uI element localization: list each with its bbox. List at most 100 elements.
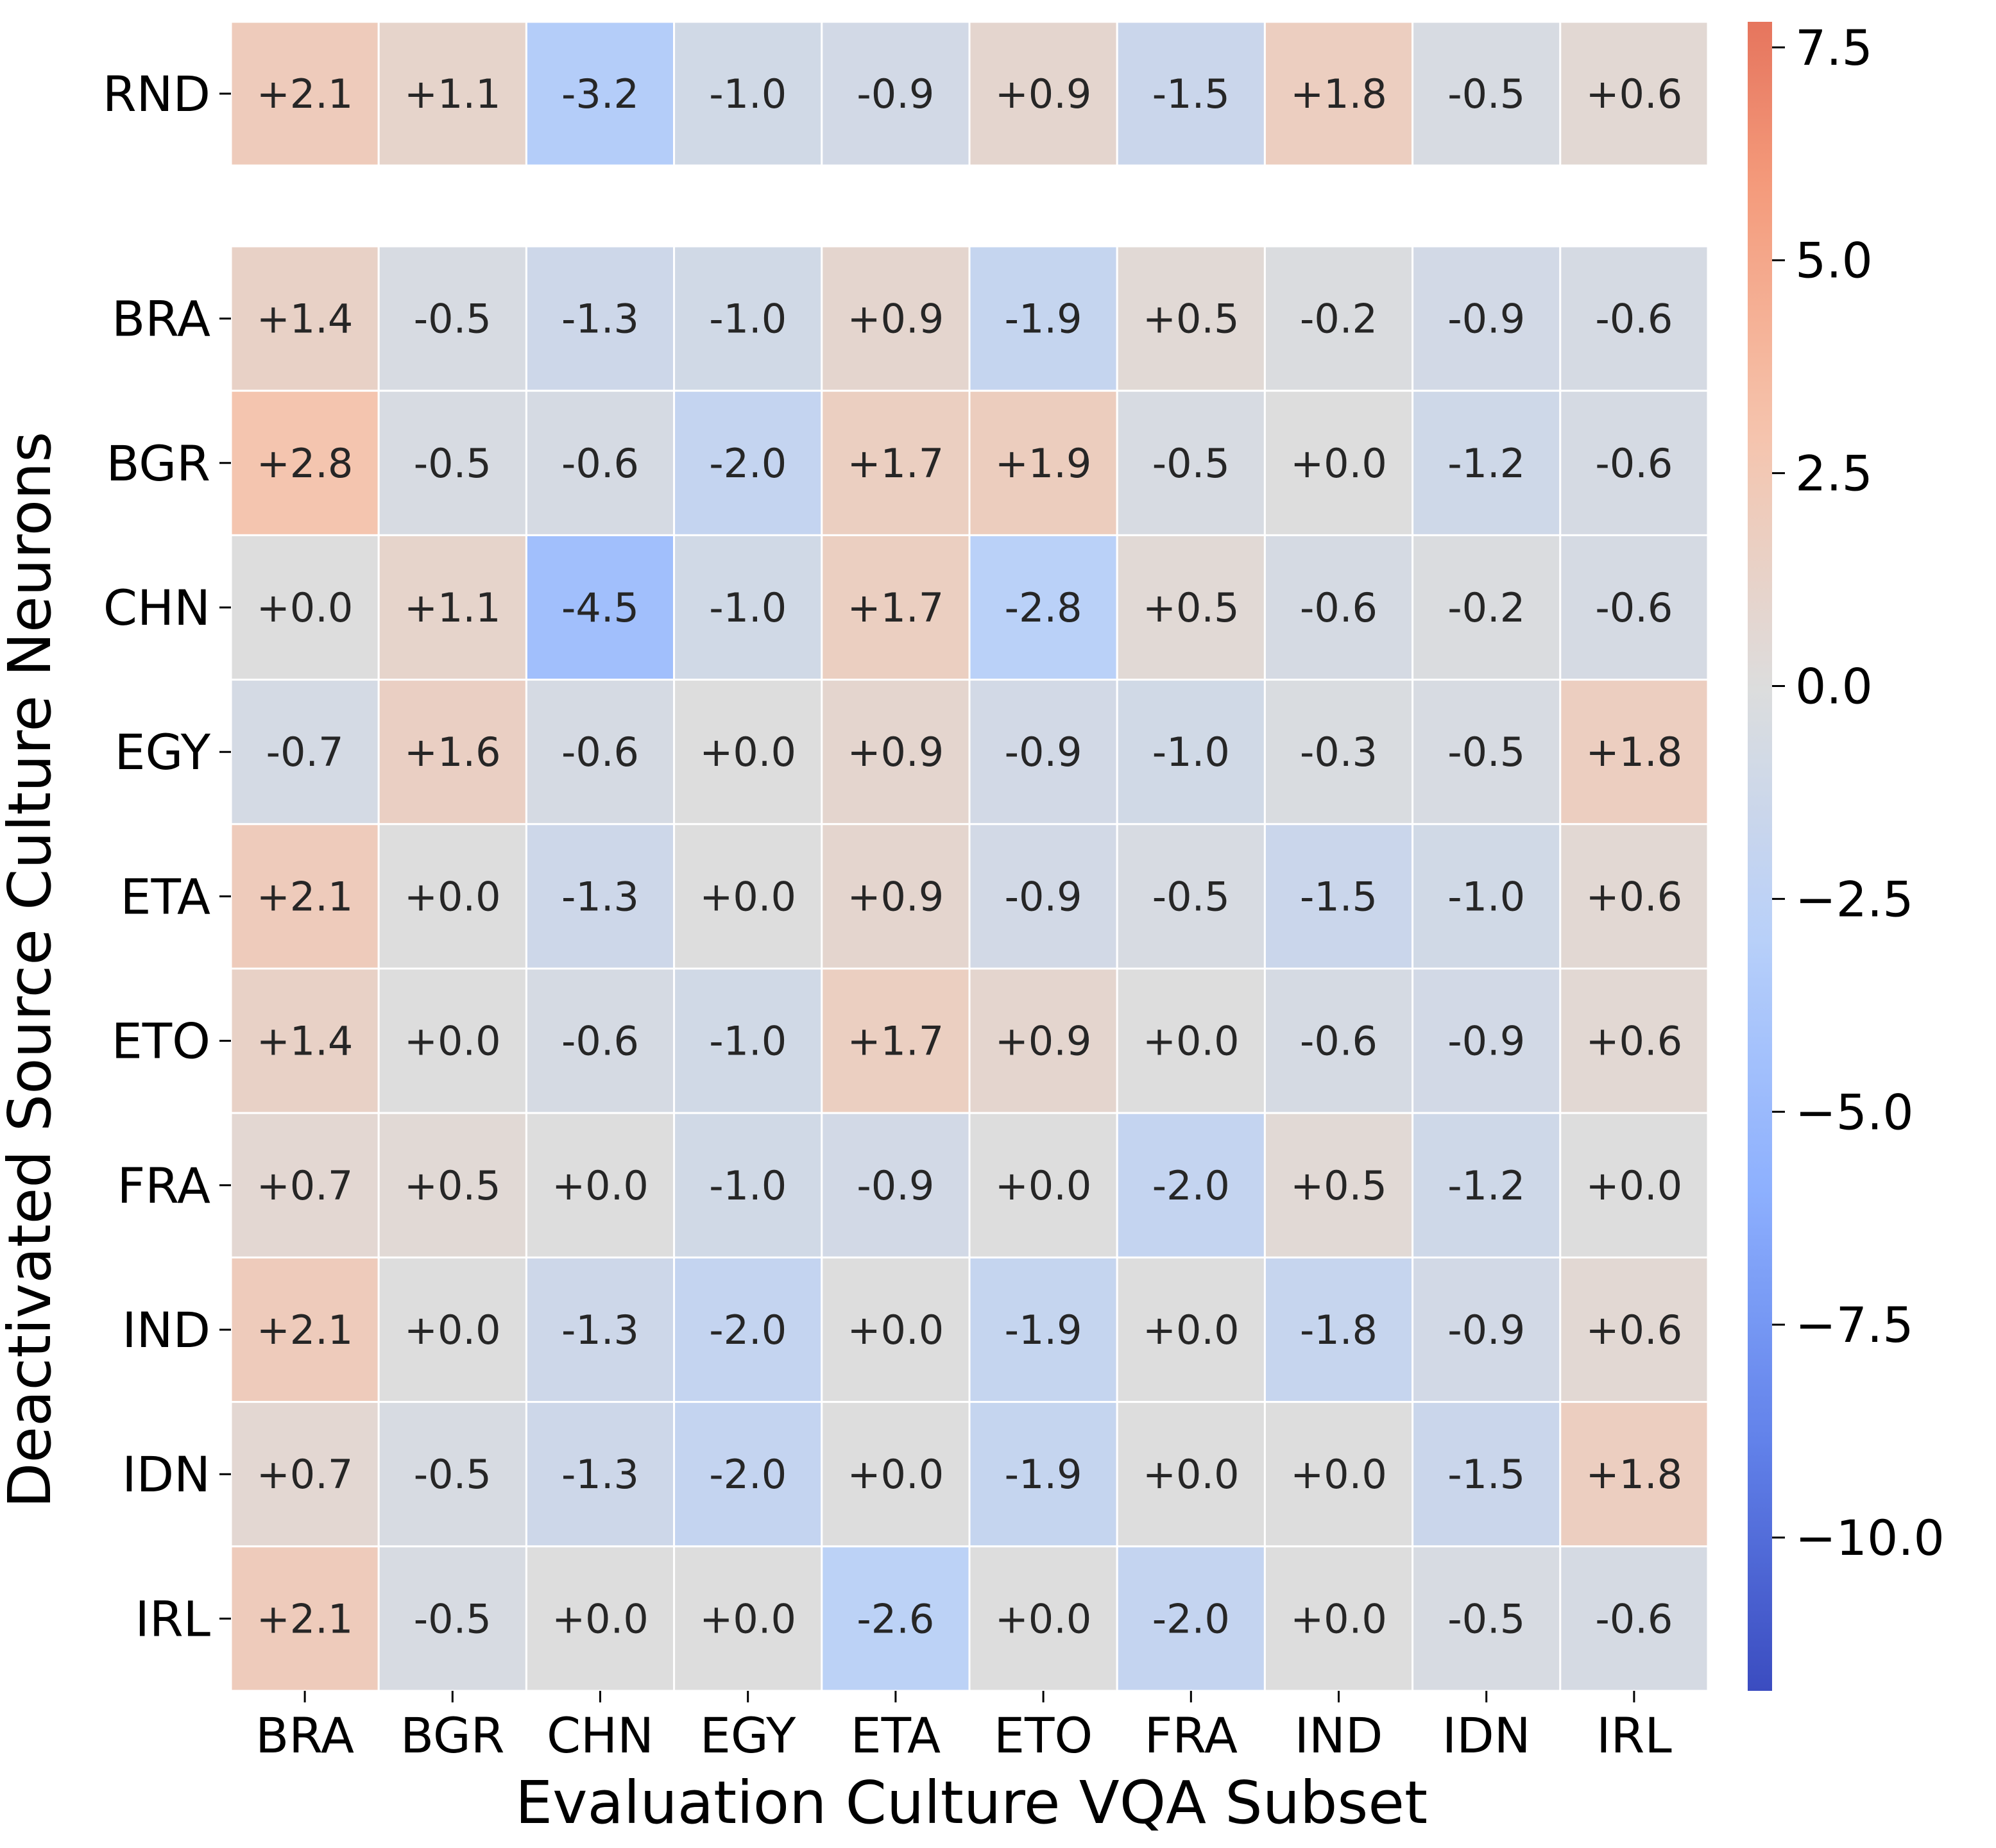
heatmap-cell [1412, 534, 1562, 681]
cell-value-label: -0.2 [1447, 584, 1525, 631]
x-tick-label: IDN [1442, 1707, 1531, 1764]
heatmap-cell [377, 21, 527, 167]
x-tick-label: IRL [1596, 1707, 1672, 1764]
cell-value-label: +0.0 [552, 1595, 649, 1642]
heatmap-cell [1116, 245, 1266, 392]
cell-value-label: +0.0 [699, 1595, 796, 1642]
heatmap-cell [821, 389, 971, 536]
heatmap-cell [525, 679, 676, 826]
heatmap-cell [821, 1545, 971, 1692]
cell-value-label: -1.8 [1300, 1307, 1378, 1353]
heatmap-cell [377, 1401, 527, 1548]
cell-value-label: -0.6 [561, 1018, 639, 1065]
colorbar-tick-label: −5.0 [1795, 1083, 1914, 1140]
cell-value-label: -0.6 [1300, 1018, 1378, 1065]
y-tick-label: ETO [112, 1013, 210, 1070]
cell-value-label: -1.2 [1447, 1162, 1525, 1209]
cell-value-label: +1.6 [404, 729, 501, 776]
cell-value-label: +0.5 [1143, 584, 1240, 631]
heatmap-cell [1412, 1112, 1562, 1259]
heatmap-cell [1116, 679, 1266, 826]
colorbar-tick-label: 2.5 [1795, 445, 1873, 502]
cell-value-label: +0.0 [1290, 440, 1387, 487]
heatmap-cell [230, 21, 380, 167]
colorbar-tick-label: 7.5 [1795, 19, 1873, 76]
cell-value-label: -0.5 [1447, 729, 1525, 776]
cell-value-label: -0.5 [1152, 873, 1230, 920]
heatmap-cell [525, 21, 676, 167]
cell-value-label: -0.6 [561, 440, 639, 487]
heatmap-cell [1412, 823, 1562, 970]
cell-value-label: +0.0 [404, 1018, 501, 1065]
heatmap-cell [525, 1256, 676, 1403]
y-tick-label: ETA [120, 868, 210, 925]
heatmap-cell [1559, 389, 1709, 536]
cell-value-label: +0.0 [1290, 1595, 1387, 1642]
colorbar-tick-label: 0.0 [1795, 657, 1873, 715]
x-tick-label: ETO [994, 1707, 1093, 1764]
cell-value-label: -0.5 [414, 1451, 491, 1498]
heatmap-cell [821, 1112, 971, 1259]
cell-value-label: -0.9 [1005, 873, 1082, 920]
cell-value-label: -0.6 [1595, 440, 1673, 487]
cell-value-label: +1.9 [995, 440, 1092, 487]
heatmap-cell [1116, 1112, 1266, 1259]
heatmap-cell [1559, 1545, 1709, 1692]
cell-value-label: +1.7 [848, 1018, 944, 1065]
y-tick-label: RND [103, 65, 210, 123]
cell-value-label: +0.9 [848, 873, 944, 920]
colorbar-tick-label: −7.5 [1795, 1296, 1914, 1353]
heatmap-cell [673, 1112, 823, 1259]
heatmap-cell [525, 245, 676, 392]
cell-value-label: -0.5 [1152, 440, 1230, 487]
heatmap-cell [230, 534, 380, 681]
y-axis-ticks: RND BRA BGR CHN EGY ETA ETO FRA IND IDN IRL [103, 65, 231, 1647]
y-tick-label: IDN [122, 1446, 210, 1503]
heatmap-cell [1412, 967, 1562, 1114]
heatmap-cell [1116, 967, 1266, 1114]
cell-value-label: -2.0 [709, 440, 787, 487]
heatmap-cell [377, 1112, 527, 1259]
cell-value-label: -0.9 [857, 1162, 934, 1209]
heatmap-cell [525, 823, 676, 970]
cell-value-label: -0.2 [1300, 296, 1378, 343]
cell-value-label: +1.7 [848, 440, 944, 487]
cell-value-label: -0.6 [561, 729, 639, 776]
cell-value-label: +0.9 [995, 71, 1092, 117]
heatmap-cell [1412, 245, 1562, 392]
y-tick-label: IND [122, 1301, 210, 1359]
heatmap-cell [1263, 1256, 1414, 1403]
colorbar: 7.5 5.0 2.5 0.0 −2.5 −5.0 −7.5 −10.0 [1748, 19, 1945, 1691]
cell-value-label: -0.9 [1447, 1307, 1525, 1353]
cell-value-label: +0.0 [1143, 1307, 1240, 1353]
heatmap-cell [1412, 21, 1562, 167]
cell-value-label: -1.0 [709, 584, 787, 631]
x-tick-label: BGR [400, 1707, 505, 1764]
heatmap-cell [673, 1256, 823, 1403]
heatmap-cell [1412, 1256, 1562, 1403]
heatmap-cell [525, 1545, 676, 1692]
heatmap-cell [673, 1545, 823, 1692]
heatmap-cell [377, 1256, 527, 1403]
cell-value-label: -1.3 [561, 1307, 639, 1353]
heatmap-cell [230, 823, 380, 970]
heatmap-cell [377, 679, 527, 826]
y-tick-label: IRL [135, 1590, 210, 1647]
cell-value-label: -0.5 [1447, 71, 1525, 117]
heatmap-cell [968, 1401, 1118, 1548]
cell-value-label: -1.3 [561, 1451, 639, 1498]
heatmap-cell [230, 967, 380, 1114]
cell-value-label: -0.9 [857, 71, 934, 117]
cell-value-label: +0.9 [848, 296, 944, 343]
heatmap-cell [525, 389, 676, 536]
cell-value-label: +0.0 [1143, 1018, 1240, 1065]
heatmap-cell [673, 21, 823, 167]
cell-value-label: -0.6 [1300, 584, 1378, 631]
cell-value-label: +0.9 [848, 729, 944, 776]
heatmap-cell [673, 967, 823, 1114]
cell-value-label: -2.6 [857, 1595, 934, 1642]
cell-value-label: -1.0 [1447, 873, 1525, 920]
cell-value-label: -0.5 [414, 296, 491, 343]
heatmap-cell [1559, 1256, 1709, 1403]
